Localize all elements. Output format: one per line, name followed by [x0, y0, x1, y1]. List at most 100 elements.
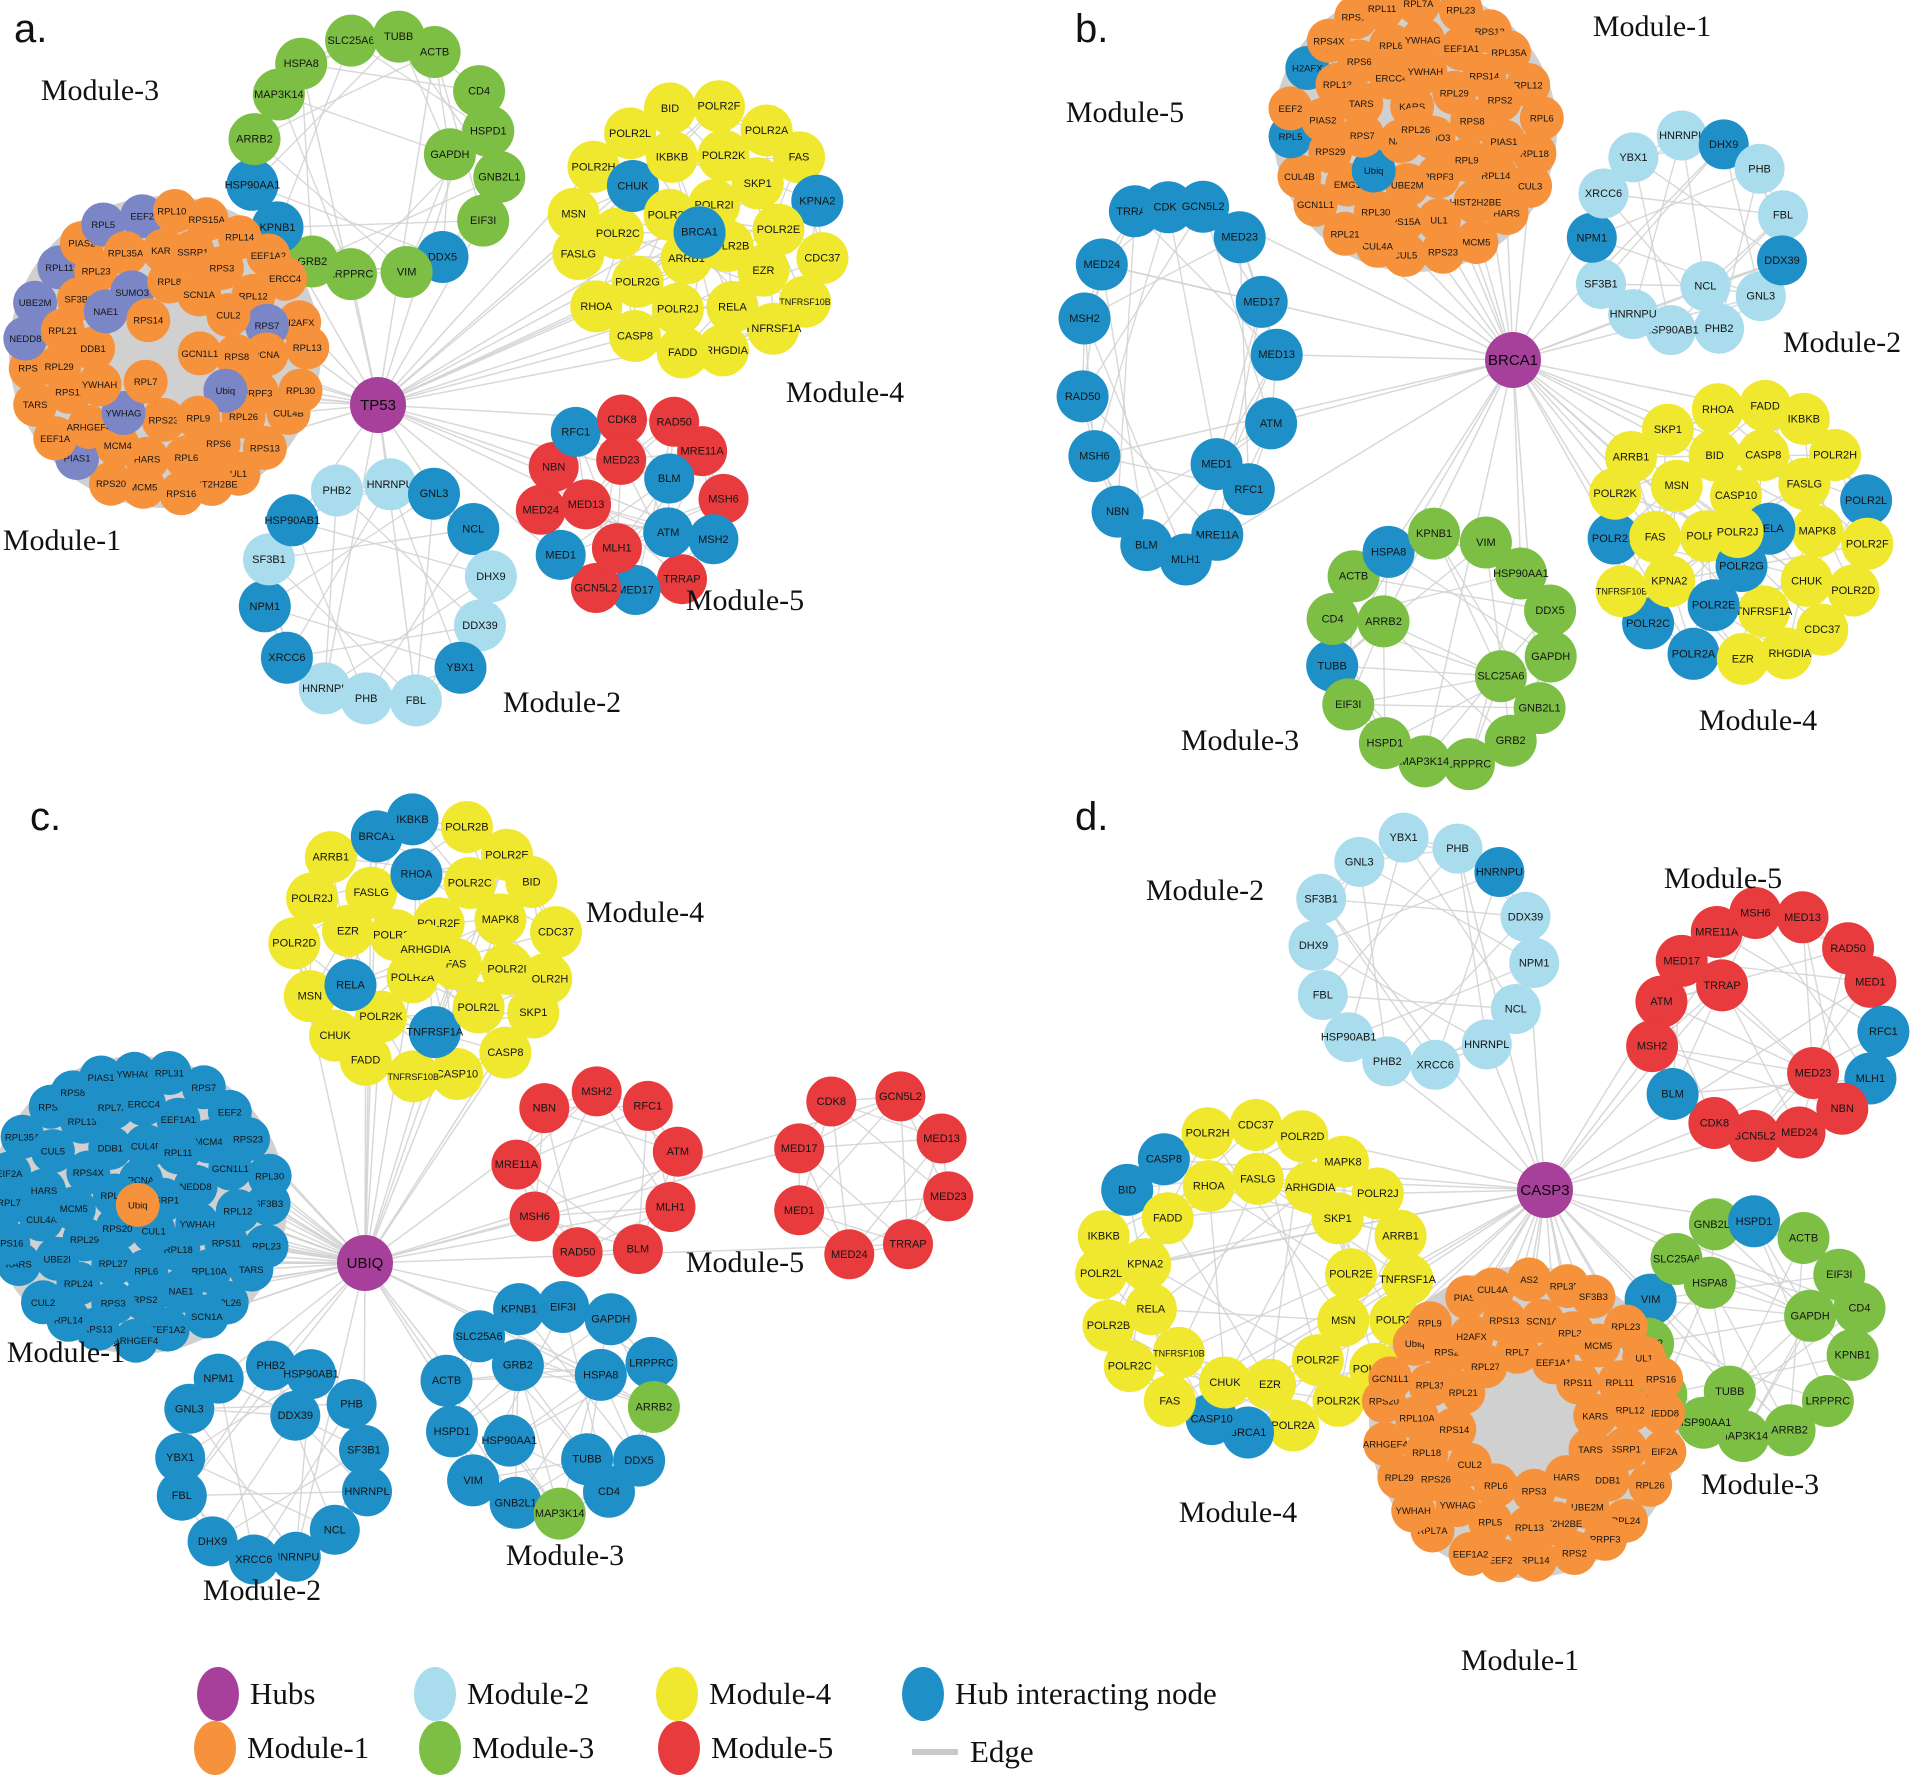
node-DDX39[interactable]: DDX39: [1757, 235, 1807, 286]
node-ACTB[interactable]: ACTB: [420, 1354, 473, 1407]
node-circle[interactable]: [434, 641, 487, 694]
node-circle[interactable]: [1339, 81, 1384, 126]
node-circle[interactable]: [1494, 547, 1547, 600]
node-circle[interactable]: [1288, 920, 1339, 971]
hub-node-BRCA1[interactable]: BRCA1: [1485, 332, 1541, 388]
node-RPL35A[interactable]: RPL35A: [103, 231, 148, 276]
node-IKBKB[interactable]: IKBKB: [386, 793, 439, 846]
node-circle[interactable]: [1317, 1294, 1370, 1347]
node-circle[interactable]: [806, 1076, 857, 1127]
node-circle[interactable]: [773, 131, 825, 184]
node-circle[interactable]: [447, 503, 500, 555]
node-circle[interactable]: [1143, 1375, 1196, 1427]
node-circle[interactable]: [1639, 1357, 1684, 1401]
node-RPL9[interactable]: RPL9: [176, 395, 221, 440]
node-circle[interactable]: [1325, 1248, 1377, 1301]
node-circle[interactable]: [1608, 289, 1659, 340]
hub-circle[interactable]: [1517, 1162, 1573, 1218]
node-circle[interactable]: [1393, 107, 1438, 152]
node-CASP8[interactable]: CASP8: [609, 310, 661, 362]
node-SKP1[interactable]: SKP1: [1311, 1192, 1364, 1245]
node-circle[interactable]: [390, 848, 443, 901]
node-circle[interactable]: [483, 1414, 536, 1467]
node-circle[interactable]: [1447, 1442, 1492, 1487]
node-circle[interactable]: [706, 281, 759, 333]
node-circle[interactable]: [604, 107, 657, 160]
node-circle[interactable]: [304, 831, 357, 884]
node-circle[interactable]: [1512, 1468, 1556, 1513]
node-circle[interactable]: [159, 1269, 203, 1313]
node-circle[interactable]: [643, 507, 694, 558]
node-circle[interactable]: [208, 1146, 253, 1191]
node-BLM[interactable]: BLM: [612, 1224, 663, 1275]
node-circle[interactable]: [1728, 1195, 1780, 1248]
node-GRB2[interactable]: GRB2: [491, 1339, 544, 1392]
node-circle[interactable]: [77, 362, 122, 407]
node-circle[interactable]: [1410, 1039, 1461, 1090]
node-circle[interactable]: [1484, 714, 1537, 767]
node-MCM5[interactable]: MCM5: [1576, 1323, 1621, 1368]
node-FBL[interactable]: FBL: [389, 674, 442, 727]
node-FASLG[interactable]: FASLG: [1778, 457, 1831, 510]
node-POLR2G[interactable]: POLR2G: [611, 255, 664, 308]
node-circle[interactable]: [489, 1476, 542, 1529]
node-circle[interactable]: [916, 1113, 967, 1164]
node-SLC25A6[interactable]: SLC25A6: [1474, 650, 1527, 703]
node-circle[interactable]: [228, 1534, 279, 1585]
hub-circle[interactable]: [1485, 332, 1541, 388]
node-RELA[interactable]: RELA: [1124, 1283, 1177, 1336]
node-circle[interactable]: [1587, 512, 1640, 565]
node-circle[interactable]: [1182, 1160, 1235, 1213]
node-circle[interactable]: [1656, 110, 1707, 161]
node-circle[interactable]: [774, 1185, 825, 1236]
node-MED1[interactable]: MED1: [1190, 438, 1243, 491]
node-RPL21[interactable]: RPL21: [1441, 1370, 1486, 1415]
node-circle[interactable]: [266, 494, 319, 547]
node-circle[interactable]: [1509, 937, 1560, 988]
node-GAPDH[interactable]: GAPDH: [423, 128, 476, 181]
node-circle[interactable]: [1137, 1133, 1190, 1186]
node-circle[interactable]: [1351, 148, 1396, 193]
node-circle[interactable]: [1688, 1198, 1741, 1251]
node-BLM[interactable]: BLM: [1646, 1068, 1699, 1120]
node-circle[interactable]: [3, 316, 48, 361]
node-FAS[interactable]: FAS: [1143, 1375, 1196, 1427]
node-circle[interactable]: [286, 1349, 337, 1400]
node-circle[interactable]: [561, 479, 612, 530]
node-MED1[interactable]: MED1: [774, 1185, 825, 1236]
node-CDC37[interactable]: CDC37: [1229, 1099, 1282, 1151]
node-PHB2[interactable]: PHB2: [1694, 303, 1745, 354]
node-circle[interactable]: [155, 1432, 206, 1483]
node-circle[interactable]: [1474, 650, 1527, 703]
node-circle[interactable]: [1101, 1163, 1154, 1216]
node-MSN[interactable]: MSN: [547, 187, 600, 240]
node-GCN1L1[interactable]: GCN1L1: [177, 331, 222, 376]
node-NPM1[interactable]: NPM1: [193, 1353, 244, 1404]
node-circle[interactable]: [1311, 1192, 1364, 1245]
node-VIM[interactable]: VIM: [380, 246, 433, 298]
node-ARHGDIA[interactable]: ARHGDIA: [399, 923, 452, 976]
hub-circle[interactable]: [337, 1235, 393, 1291]
node-FADD[interactable]: FADD: [1141, 1192, 1194, 1245]
node-circle[interactable]: [423, 128, 476, 181]
node-circle[interactable]: [1300, 97, 1345, 142]
node-GAPDH[interactable]: GAPDH: [584, 1293, 637, 1346]
node-RPL29[interactable]: RPL29: [1432, 70, 1477, 115]
node-circle[interactable]: [1213, 211, 1266, 264]
node-YBX1[interactable]: YBX1: [155, 1432, 206, 1483]
node-HSPA8[interactable]: HSPA8: [1362, 525, 1415, 578]
node-HSPA8[interactable]: HSPA8: [574, 1348, 627, 1401]
node-circle[interactable]: [752, 203, 805, 256]
node-circle[interactable]: [567, 140, 620, 193]
node-RHOA[interactable]: RHOA: [1691, 383, 1744, 436]
node-circle[interactable]: [1844, 955, 1897, 1008]
node-circle[interactable]: [364, 458, 417, 511]
node-circle[interactable]: [1276, 1110, 1329, 1163]
node-circle[interactable]: [479, 1026, 532, 1079]
node-MSH2[interactable]: MSH2: [571, 1066, 622, 1117]
node-circle[interactable]: [611, 255, 664, 308]
node-circle[interactable]: [1757, 235, 1807, 286]
node-circle[interactable]: [440, 801, 493, 853]
node-GAPDH[interactable]: GAPDH: [1524, 630, 1577, 683]
node-RHOA[interactable]: RHOA: [1182, 1160, 1235, 1213]
